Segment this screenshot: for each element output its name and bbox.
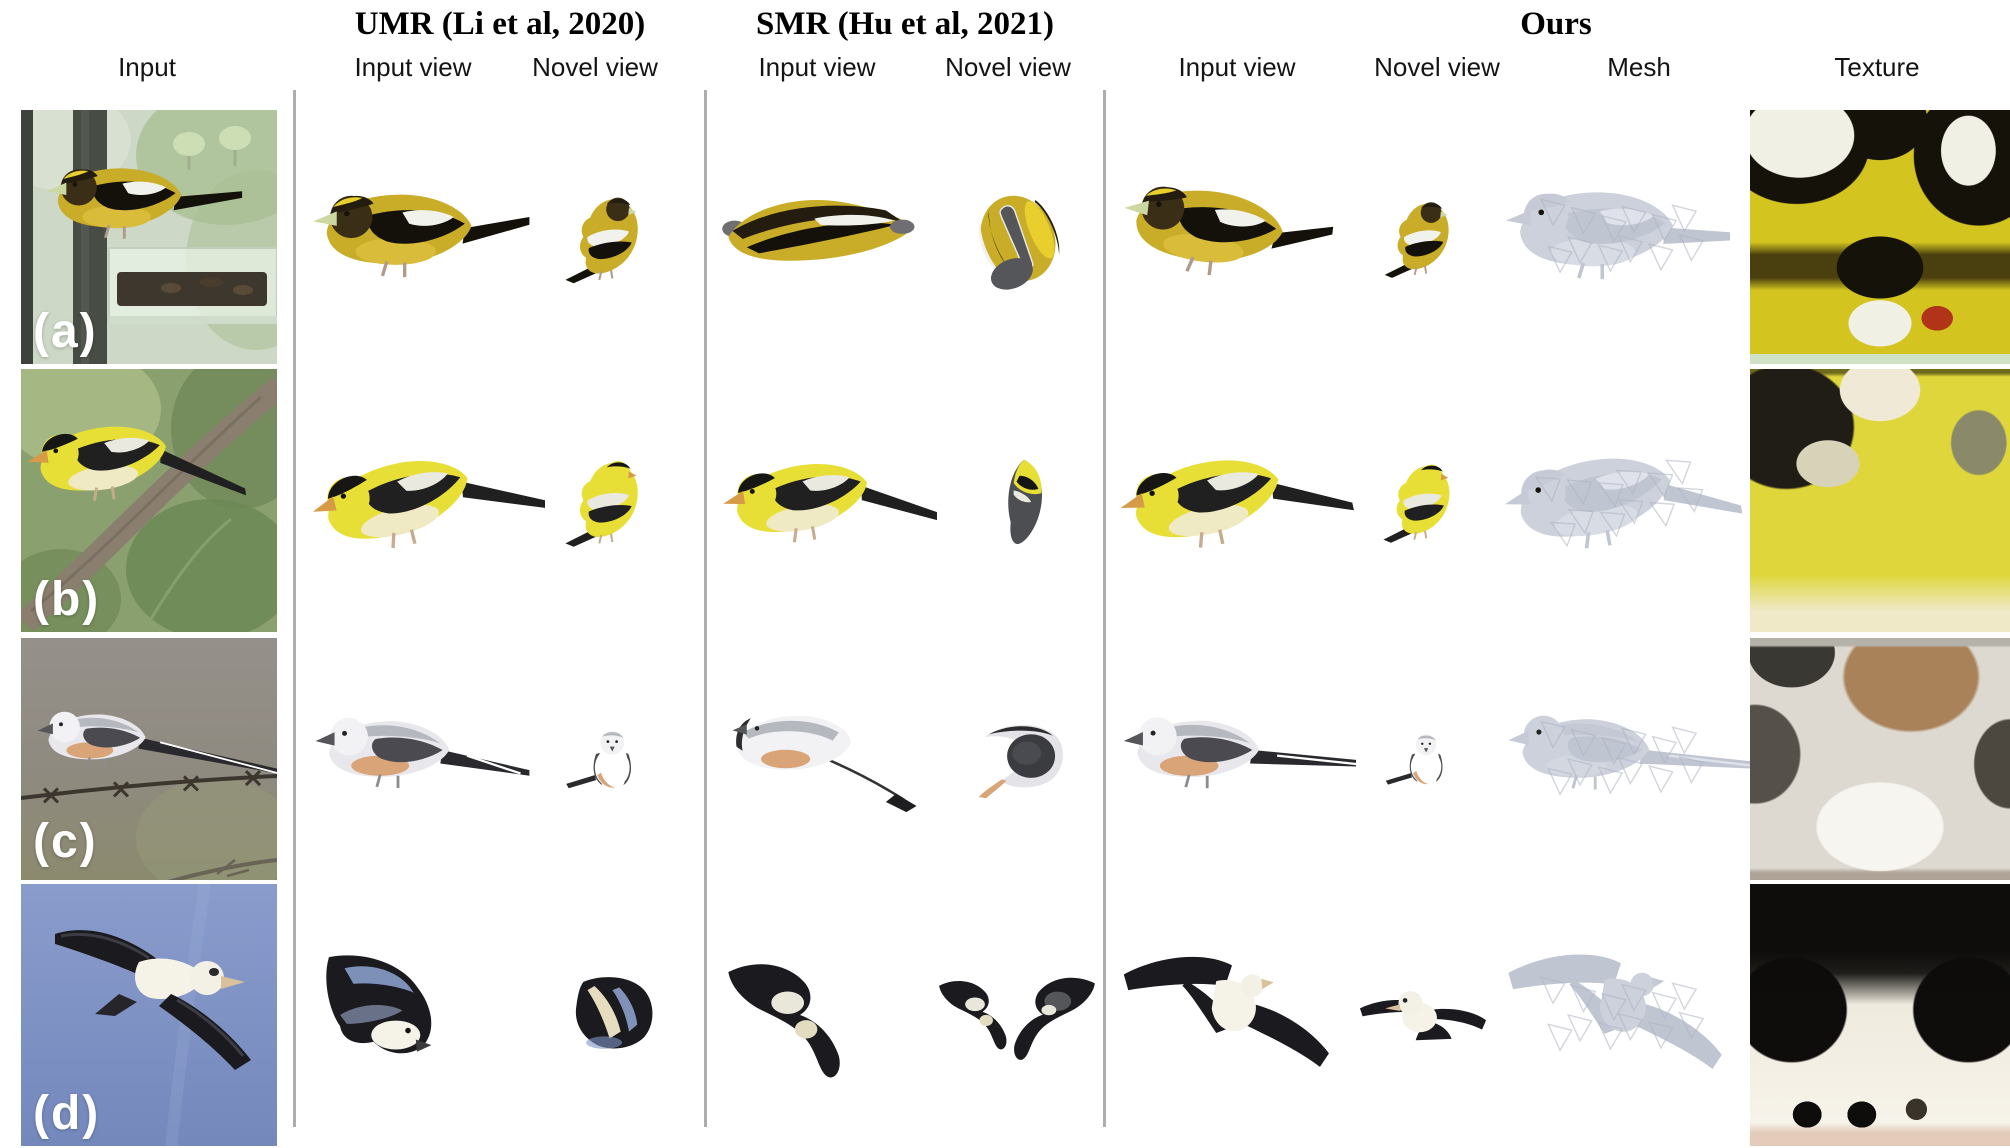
cell-a-umr-novel-view bbox=[535, 110, 687, 364]
cell-b-ours-input-view bbox=[1108, 369, 1356, 632]
cell-a-ours-input-view bbox=[1108, 110, 1356, 364]
cell-b-smr-input-view bbox=[712, 369, 937, 632]
texture-map-d bbox=[1750, 884, 2010, 1146]
column-label-0: Input bbox=[118, 52, 176, 82]
method-title-smr: SMR (Hu et al, 2021) bbox=[756, 6, 1054, 42]
cell-b-smr-novel-view bbox=[938, 369, 1098, 632]
texture-map-a bbox=[1750, 110, 2010, 364]
cell-c-ours-input-view bbox=[1108, 638, 1356, 880]
input-photo-a: (a) bbox=[21, 110, 277, 364]
input-photo-b: (b) bbox=[21, 369, 277, 632]
column-divider bbox=[704, 90, 707, 1127]
input-photo-c: (c) bbox=[21, 638, 277, 880]
column-divider bbox=[293, 90, 296, 1127]
cell-d-smr-input-view bbox=[712, 884, 937, 1146]
cell-a-ours-novel-view bbox=[1352, 110, 1498, 364]
cell-d-smr-novel-view bbox=[938, 884, 1098, 1146]
cell-a-mesh bbox=[1492, 110, 1750, 364]
column-label-5: Input view bbox=[1178, 52, 1296, 82]
row-label-d: (d) bbox=[33, 1087, 101, 1140]
cell-b-mesh bbox=[1492, 369, 1750, 632]
cell-c-umr-novel-view bbox=[535, 638, 687, 880]
column-label-4: Novel view bbox=[945, 52, 1071, 82]
column-divider bbox=[1103, 90, 1106, 1127]
cell-c-smr-input-view bbox=[712, 638, 937, 880]
cell-a-smr-input-view bbox=[712, 110, 937, 364]
input-photo-d: (d) bbox=[21, 884, 277, 1146]
cell-b-umr-novel-view bbox=[535, 369, 687, 632]
cell-c-umr-input-view bbox=[300, 638, 545, 880]
cell-c-smr-novel-view bbox=[938, 638, 1098, 880]
texture-map-c bbox=[1750, 638, 2010, 880]
method-title-ours: Ours bbox=[1520, 6, 1592, 42]
column-label-2: Novel view bbox=[532, 52, 658, 82]
column-label-8: Texture bbox=[1834, 52, 1920, 82]
cell-a-umr-input-view bbox=[300, 110, 545, 364]
row-label-b: (b) bbox=[33, 573, 101, 626]
method-title-umr: UMR (Li et al, 2020) bbox=[354, 6, 646, 42]
cell-d-umr-input-view bbox=[300, 884, 545, 1146]
cell-d-ours-input-view bbox=[1108, 884, 1356, 1146]
cell-c-ours-novel-view bbox=[1352, 638, 1498, 880]
cell-c-mesh bbox=[1492, 638, 1750, 880]
texture-map-b bbox=[1750, 369, 2010, 632]
row-label-a: (a) bbox=[33, 305, 98, 358]
cell-d-mesh bbox=[1492, 884, 1750, 1146]
column-label-3: Input view bbox=[758, 52, 876, 82]
column-label-6: Novel view bbox=[1374, 52, 1500, 82]
column-label-7: Mesh bbox=[1607, 52, 1671, 82]
row-label-c: (c) bbox=[33, 815, 98, 868]
cell-d-umr-novel-view bbox=[535, 884, 687, 1146]
cell-b-umr-input-view bbox=[300, 369, 545, 632]
column-label-1: Input view bbox=[354, 52, 472, 82]
cell-b-ours-novel-view bbox=[1352, 369, 1498, 632]
cell-a-smr-novel-view bbox=[938, 110, 1098, 364]
cell-d-ours-novel-view bbox=[1352, 884, 1498, 1146]
